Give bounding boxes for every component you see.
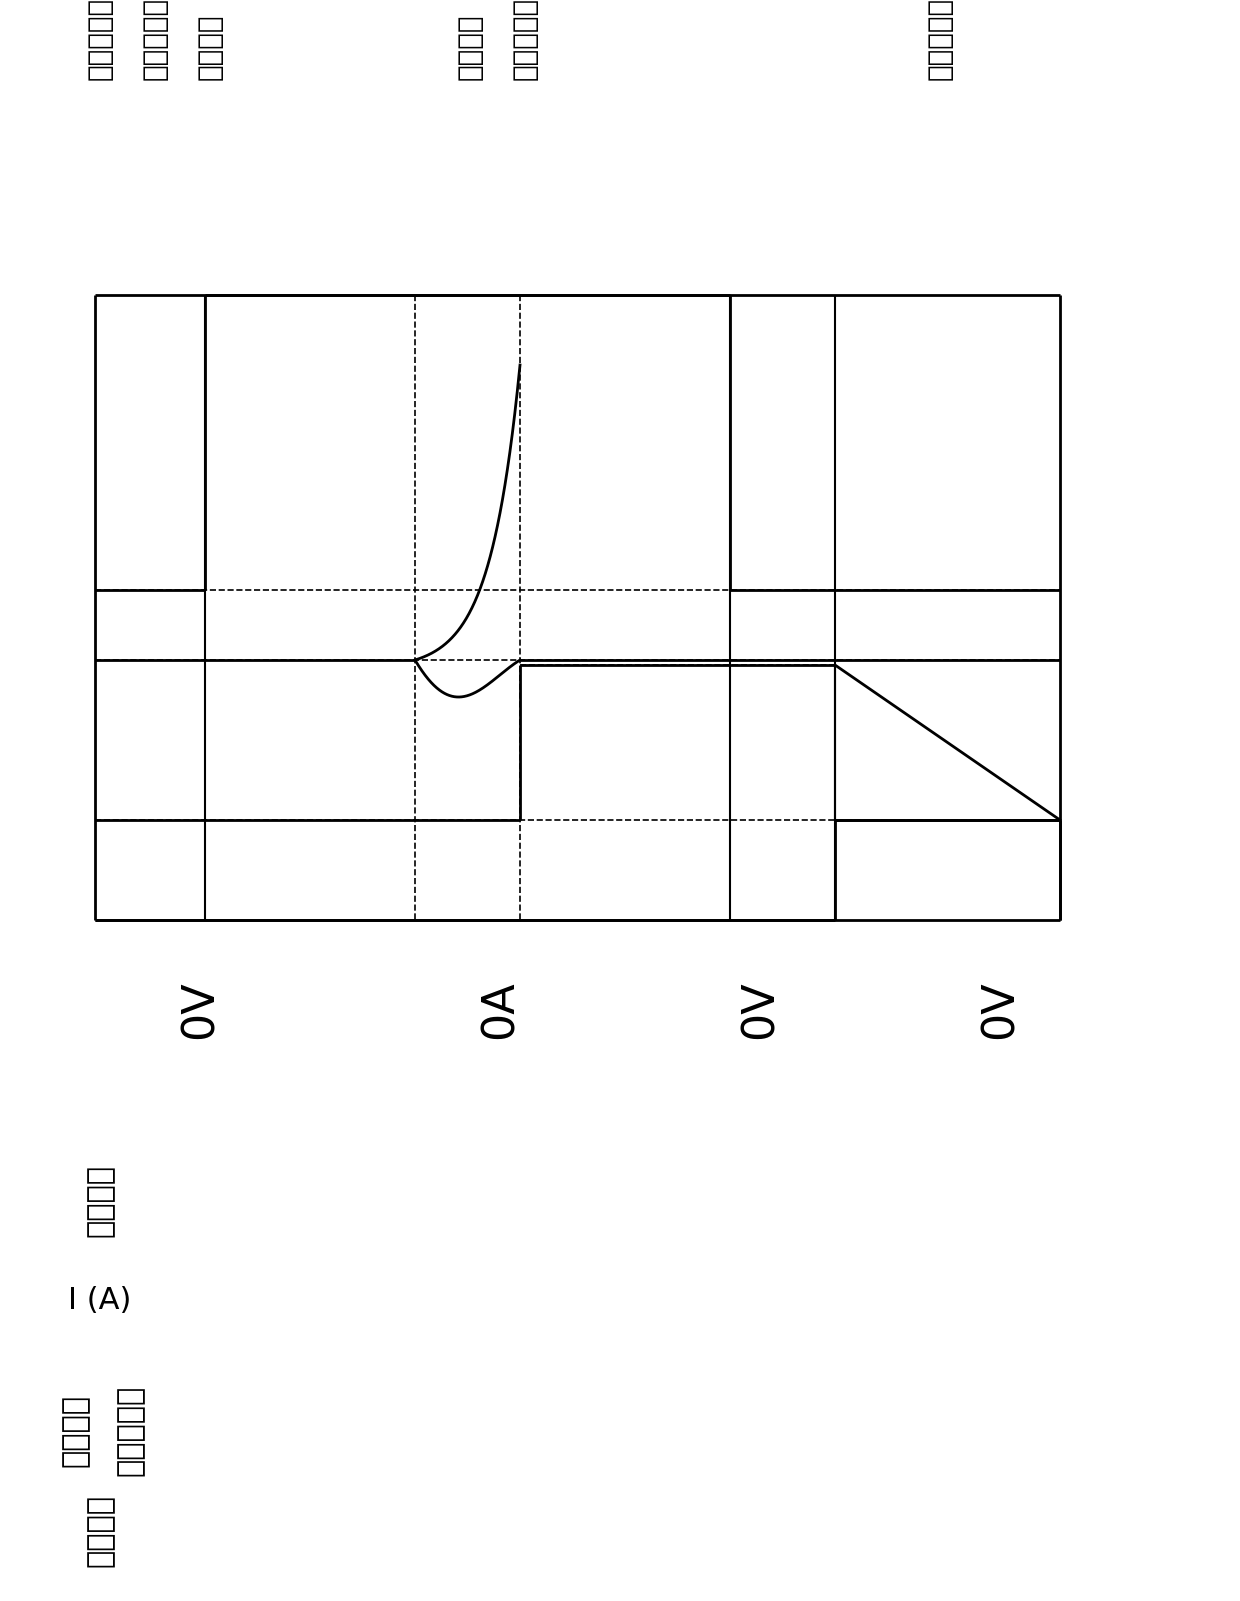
Text: 测试脉冲: 测试脉冲 bbox=[86, 1164, 114, 1236]
Text: 输出放电: 输出放电 bbox=[61, 1393, 89, 1467]
Text: 限定电流或者加载: 限定电流或者加载 bbox=[141, 0, 169, 80]
Text: 0V: 0V bbox=[739, 981, 781, 1039]
Text: 将绕组电流加载到: 将绕组电流加载到 bbox=[86, 0, 114, 80]
Text: 阈值放电: 阈值放电 bbox=[456, 13, 484, 80]
Text: I (A): I (A) bbox=[68, 1286, 131, 1314]
Text: 0A: 0A bbox=[479, 981, 522, 1039]
Text: 电流探测器: 电流探测器 bbox=[115, 1385, 145, 1476]
Text: 0V: 0V bbox=[978, 981, 1022, 1039]
Text: 电流探测器: 电流探测器 bbox=[511, 0, 539, 80]
Text: 计数器值: 计数器值 bbox=[86, 1494, 114, 1566]
Text: 限定时间: 限定时间 bbox=[196, 13, 224, 80]
Text: 用于确定所使用的计数器值: 用于确定所使用的计数器值 bbox=[926, 0, 954, 80]
Text: 0V: 0V bbox=[179, 981, 222, 1039]
